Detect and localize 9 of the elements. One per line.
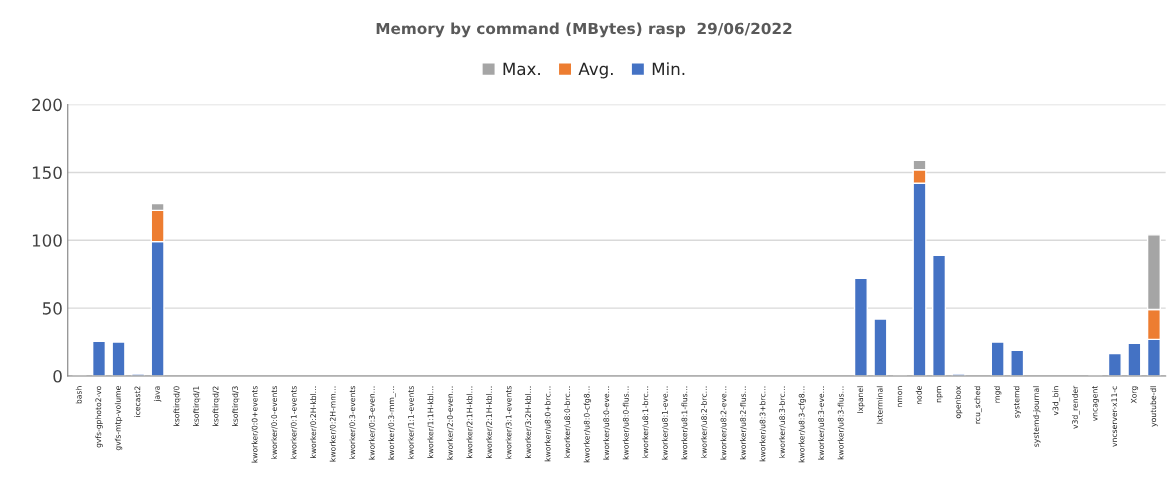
y-tick-label: 0 [53, 369, 62, 383]
y-tick-label: 50 [42, 302, 62, 315]
legend-label: Max. [503, 62, 540, 76]
y-tick-label: 200 [32, 98, 62, 112]
y-tick-label: 150 [32, 166, 62, 179]
y-tick-label: 100 [32, 234, 62, 247]
legend-label: Avg. [578, 62, 613, 79]
chart-title: Memory by command (MBytes) rasp 29/06/2022 [376, 22, 792, 38]
legend-label: Min. [652, 62, 685, 75]
